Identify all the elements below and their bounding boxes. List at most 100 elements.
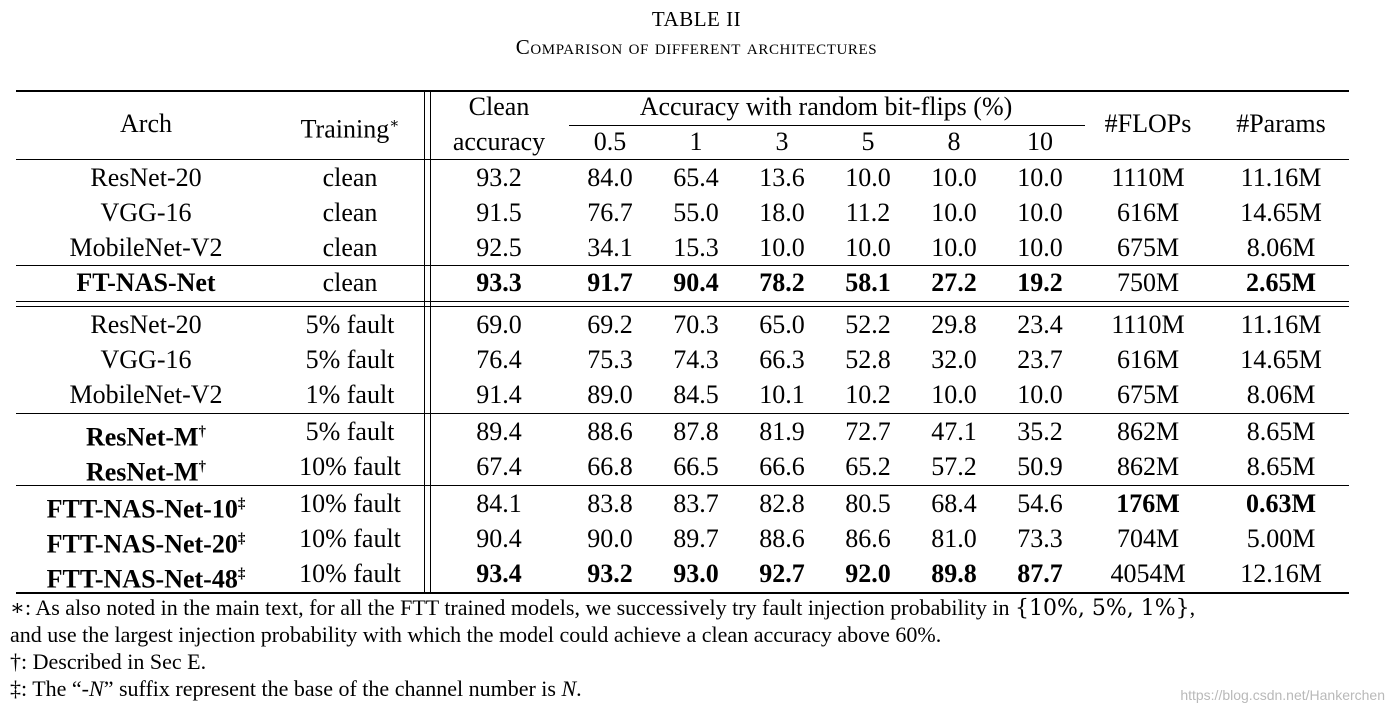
row-value: 8.06M — [1246, 380, 1316, 409]
row-value: 0.63M — [1245, 489, 1317, 518]
row-value: 93.2 — [587, 559, 633, 588]
row-value: 87.8 — [673, 417, 719, 446]
row-value: 81.0 — [931, 524, 977, 553]
row-value: 176M — [1116, 489, 1180, 518]
row-value: 10.0 — [759, 233, 805, 262]
row-value: 57.2 — [931, 452, 977, 481]
note-star-line2: and use the largest injection probabilit… — [10, 622, 942, 647]
row-value: 90.0 — [587, 524, 633, 553]
row-value: 862M — [1116, 452, 1180, 481]
header-arch: Arch — [120, 109, 172, 138]
note-dagger: †: Described in Sec E. — [10, 649, 207, 674]
row-value: 93.2 — [476, 163, 522, 192]
row-value: 88.6 — [759, 524, 805, 553]
vertical-rule-left — [424, 90, 426, 594]
row-arch-name: FTT-NAS-Net-20 — [46, 529, 238, 559]
row-value: 89.8 — [931, 559, 977, 588]
row-arch-name: ResNet-20 — [90, 163, 202, 192]
row-value: 66.5 — [673, 452, 719, 481]
row-value: 15.3 — [673, 233, 719, 262]
group-rule-1b — [16, 301, 1349, 303]
header-rate: 8 — [947, 127, 961, 156]
row-arch-name: ResNet-20 — [90, 310, 202, 339]
row-value: 54.6 — [1017, 489, 1063, 518]
row-training: 10% fault — [299, 489, 401, 518]
row-arch-name: FTT-NAS-Net-48 — [46, 564, 238, 594]
row-value: 87.7 — [1017, 559, 1063, 588]
row-arch: ResNet-M† — [86, 452, 206, 488]
row-value: 84.1 — [476, 489, 522, 518]
row-value: 72.7 — [845, 417, 891, 446]
row-value: 50.9 — [1017, 452, 1063, 481]
row-value: 84.0 — [587, 163, 633, 192]
row-value: 10.0 — [1017, 380, 1063, 409]
row-value: 35.2 — [1017, 417, 1063, 446]
header-params: #Params — [1236, 109, 1326, 138]
row-value: 93.4 — [476, 559, 522, 588]
header-bitflip-group: Accuracy with random bit-flips (%) — [639, 92, 1013, 121]
header-clean-line2: accuracy — [452, 127, 546, 156]
group-rule-2 — [16, 413, 1349, 415]
row-value: 66.8 — [587, 452, 633, 481]
row-training: 10% fault — [299, 559, 401, 588]
row-value: 8.65M — [1246, 417, 1316, 446]
row-value: 66.6 — [759, 452, 805, 481]
row-value: 11.16M — [1240, 310, 1322, 339]
row-arch-name: ResNet-M — [85, 422, 199, 452]
row-arch: MobileNet-V2 — [69, 380, 222, 410]
row-arch-mark: ‡ — [237, 496, 246, 512]
row-training: 10% fault — [299, 452, 401, 481]
row-value: 75.3 — [587, 345, 633, 374]
row-value: 93.0 — [673, 559, 719, 588]
row-value: 14.65M — [1240, 198, 1322, 227]
row-value: 78.2 — [759, 268, 805, 297]
row-value: 69.2 — [587, 310, 633, 339]
row-arch-name: MobileNet-V2 — [69, 380, 223, 409]
header-clean-line1: Clean — [468, 92, 530, 121]
row-arch: ResNet-20 — [90, 163, 201, 193]
row-value: 91.5 — [476, 198, 522, 227]
row-value: 34.1 — [587, 233, 633, 262]
row-arch-mark: † — [198, 424, 207, 440]
row-value: 89.0 — [587, 380, 633, 409]
row-training: clean — [322, 163, 378, 192]
row-value: 84.5 — [673, 380, 719, 409]
row-value: 83.7 — [673, 489, 719, 518]
row-training: clean — [322, 198, 378, 227]
training-note-mark: ∗ — [389, 116, 400, 132]
row-value: 10.0 — [1017, 233, 1063, 262]
row-arch: ResNet-20 — [90, 310, 201, 340]
row-value: 1110M — [1111, 310, 1185, 339]
row-value: 29.8 — [931, 310, 977, 339]
vertical-rule-right — [430, 90, 432, 594]
row-value: 13.6 — [759, 163, 805, 192]
row-arch: FTT-NAS-Net-20‡ — [47, 524, 246, 560]
row-training: clean — [322, 268, 378, 297]
row-value: 675M — [1116, 233, 1180, 262]
row-value: 88.6 — [587, 417, 633, 446]
row-value: 76.4 — [476, 345, 522, 374]
table-subtitle: Comparison of different architectures — [515, 35, 878, 59]
group-rule-3 — [16, 485, 1349, 487]
row-training: 5% fault — [305, 310, 395, 339]
row-arch-name: ResNet-M — [85, 457, 199, 487]
row-value: 10.0 — [931, 233, 977, 262]
table-title: TABLE II — [651, 7, 742, 31]
header-flops: #FLOPs — [1104, 109, 1192, 138]
row-value: 4054M — [1110, 559, 1186, 588]
row-value: 65.4 — [673, 163, 719, 192]
top-rule — [16, 90, 1349, 92]
row-value: 10.0 — [1017, 163, 1063, 192]
row-value: 2.65M — [1245, 268, 1317, 297]
row-value: 52.2 — [845, 310, 891, 339]
row-value: 65.0 — [759, 310, 805, 339]
group-subrule — [569, 125, 1085, 127]
row-value: 10.0 — [931, 380, 977, 409]
row-value: 1110M — [1111, 163, 1185, 192]
row-value: 10.0 — [845, 163, 891, 192]
row-value: 10.0 — [931, 198, 977, 227]
row-value: 91.4 — [476, 380, 522, 409]
row-arch-mark: ‡ — [237, 531, 246, 547]
row-value: 10.1 — [759, 380, 805, 409]
row-value: 89.4 — [476, 417, 522, 446]
